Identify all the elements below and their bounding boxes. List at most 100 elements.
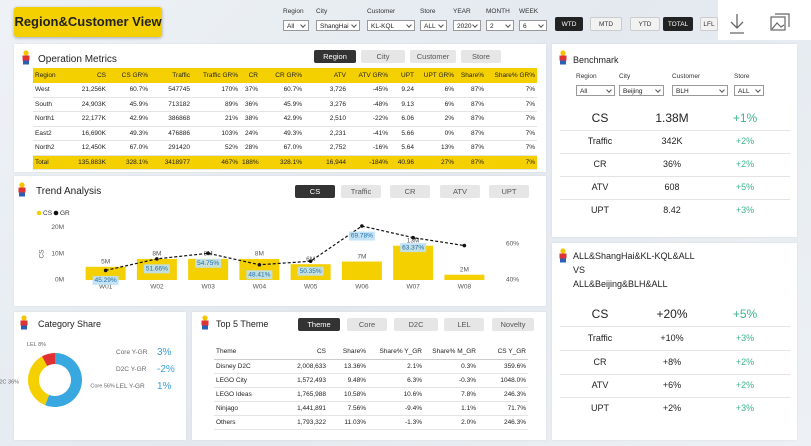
operation-panel xyxy=(14,44,546,172)
line xyxy=(105,225,465,271)
filter-label: Store xyxy=(734,73,750,80)
tab[interactable]: Theme xyxy=(298,318,340,331)
panel-icon xyxy=(559,248,567,263)
dropdown[interactable]: All xyxy=(576,85,615,96)
table-cell: 359.6% xyxy=(503,362,526,370)
table-cell: -41% xyxy=(372,129,388,137)
table-cell: 246.3% xyxy=(503,390,526,398)
donut-slice xyxy=(45,353,82,407)
column-header: Share% GR% xyxy=(494,71,535,79)
table-cell: 87% xyxy=(470,86,484,93)
table-cell: 2.0% xyxy=(461,418,476,426)
table-cell: 11.03% xyxy=(344,418,366,426)
tab[interactable]: CR xyxy=(390,185,430,198)
table-cell: 7% xyxy=(525,129,535,137)
table-cell: -16% xyxy=(372,144,388,152)
table-cell: 7% xyxy=(525,86,535,93)
table-cell: 0% xyxy=(444,129,454,137)
dropdown[interactable]: 6 xyxy=(519,20,547,31)
tab[interactable]: City xyxy=(361,50,405,63)
icon-legs xyxy=(19,192,25,197)
slice-label: LEL 8% xyxy=(27,343,46,349)
kpi-cell: +6% xyxy=(662,379,682,390)
column-header: ATV GR% xyxy=(358,71,389,79)
period-button[interactable]: YTD xyxy=(630,17,660,31)
dropdown[interactable]: BLH xyxy=(672,85,728,96)
kpi-value: 3% xyxy=(157,347,172,358)
row-divider xyxy=(560,198,790,200)
kpi-cell: +2% xyxy=(735,158,755,169)
dropdown[interactable]: ALL xyxy=(734,85,764,96)
icon-body xyxy=(20,320,28,326)
y-axis-title: CS xyxy=(39,249,46,259)
donut-slice xyxy=(41,353,55,366)
icon-head xyxy=(21,315,27,321)
table-cell: 9.24 xyxy=(401,86,414,93)
dropdown[interactable]: All xyxy=(283,20,309,31)
period-button[interactable]: MTD xyxy=(590,17,622,31)
table-row: North2 12,450K 67.0% 291420 52% 28% 67.0% 2,752… xyxy=(33,141,537,155)
period-button[interactable]: LFL xyxy=(700,17,718,31)
table-cell: 1.1% xyxy=(461,404,476,412)
column-header: CS GR% xyxy=(121,71,148,79)
table-cell: 87% xyxy=(470,129,484,137)
image-icon[interactable] xyxy=(770,13,790,31)
kpi-cell: CS xyxy=(591,111,609,125)
benchmark-panel xyxy=(552,44,797,237)
table-cell: 476886 xyxy=(168,129,190,137)
tab[interactable]: Customer xyxy=(410,50,456,63)
tab[interactable]: Region xyxy=(314,50,356,63)
table-cell: 37% xyxy=(244,86,258,93)
tab[interactable]: LEL xyxy=(444,318,484,331)
filter-label: MONTH xyxy=(486,8,510,15)
icon-body xyxy=(559,253,567,259)
filter-label: Customer xyxy=(672,73,701,80)
data-table: Region CS CS GR% Traffic Traffic GR% CR CR GR%… xyxy=(33,68,537,170)
column-header: Share% xyxy=(460,71,484,79)
period-button[interactable]: WTD xyxy=(555,17,583,31)
dropdown[interactable]: 2020 xyxy=(453,20,481,31)
bar-label: 13M xyxy=(407,237,420,244)
y2-tick-label: 60% xyxy=(506,240,519,247)
bar-label: 5M xyxy=(101,259,110,266)
panel-title: Category Share xyxy=(38,319,102,329)
table-row: South 24,903K 45.9% 713182 89% 36% 45.9% 3,276 -… xyxy=(33,97,537,112)
table-cell: 38% xyxy=(244,115,258,123)
kpi-value: 1% xyxy=(157,381,172,392)
table-cell: 42.9% xyxy=(283,115,302,123)
y-tick-label: 0M xyxy=(55,277,64,284)
tab[interactable]: UPT xyxy=(489,185,529,198)
y-tick-label: 10M xyxy=(51,250,64,257)
table-cell: 1048.0% xyxy=(500,376,526,384)
table-cell: 0.3% xyxy=(461,362,476,370)
tab[interactable]: Novelty xyxy=(492,318,534,331)
row-divider xyxy=(560,350,790,351)
dropdown[interactable]: 2 xyxy=(486,20,514,31)
icon-legs xyxy=(23,60,29,65)
table-cell: 2,752 xyxy=(329,144,346,152)
tab[interactable]: Core xyxy=(347,318,387,331)
table-cell: 28% xyxy=(244,144,258,152)
table-cell: -9.4% xyxy=(405,404,422,412)
filter-label: WEEK xyxy=(519,8,539,15)
table-cell: 1,793,322 xyxy=(297,418,326,426)
download-icon[interactable] xyxy=(730,14,744,34)
line-point xyxy=(308,259,313,264)
table-cell: 45.9% xyxy=(283,100,302,108)
dropdown[interactable]: ALL xyxy=(420,20,447,31)
line-label: 50.35% xyxy=(300,268,322,275)
period-button[interactable]: TOTAL xyxy=(663,17,693,31)
panel-title: Benchmark xyxy=(573,55,619,65)
tab[interactable]: Traffic xyxy=(341,185,381,198)
kpi-cell: +2% xyxy=(662,402,682,413)
table-cell: 10.6% xyxy=(403,390,422,398)
table-cell: 60.7% xyxy=(129,86,148,93)
tab[interactable]: ATV xyxy=(440,185,480,198)
dropdown[interactable]: Beijing xyxy=(619,85,664,96)
tab[interactable]: Store xyxy=(461,50,501,63)
dropdown[interactable]: ShangHai xyxy=(316,20,360,31)
table-cell: 87% xyxy=(470,144,484,152)
tab[interactable]: CS xyxy=(295,185,335,198)
tab[interactable]: D2C xyxy=(394,318,438,331)
dropdown[interactable]: KL-KQL xyxy=(367,20,415,31)
